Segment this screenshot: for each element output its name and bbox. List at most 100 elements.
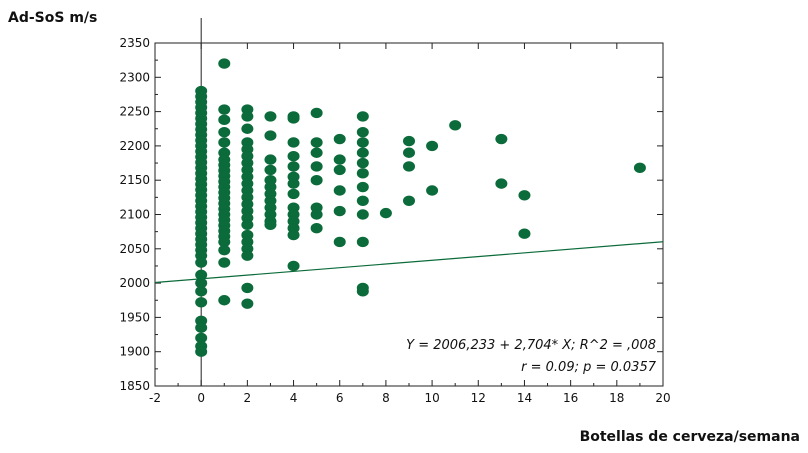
data-point — [195, 346, 208, 357]
x-tick-label: 14 — [517, 391, 532, 405]
y-tick-label: 2150 — [119, 173, 150, 187]
data-point — [287, 161, 300, 172]
y-axis-label: Ad-SoS m/s — [8, 10, 97, 26]
data-point — [333, 164, 346, 176]
y-tick-label: 1850 — [119, 379, 150, 393]
data-point — [379, 207, 392, 219]
x-tick-label: 20 — [655, 391, 670, 405]
data-point — [287, 229, 300, 241]
y-tick-label: 1950 — [119, 310, 150, 324]
data-point — [241, 282, 254, 294]
data-point — [195, 277, 208, 289]
data-point — [287, 260, 300, 272]
data-point — [287, 137, 300, 148]
data-point — [264, 130, 277, 141]
y-tick-label: 1900 — [119, 345, 150, 359]
data-point — [403, 195, 415, 206]
data-points — [195, 58, 646, 357]
data-point — [195, 332, 208, 344]
data-point — [356, 168, 369, 179]
data-point — [518, 190, 531, 201]
x-axis-label: Botellas de cerveza/semana — [580, 429, 800, 445]
data-point — [403, 161, 415, 172]
data-point — [241, 219, 254, 230]
x-tick-label: 6 — [336, 391, 344, 405]
data-point — [356, 147, 369, 158]
data-point — [195, 269, 208, 281]
x-tick-label: -2 — [149, 391, 161, 405]
regression-line — [154, 241, 664, 284]
regression-line-group — [154, 241, 664, 284]
data-point — [241, 111, 254, 122]
data-point — [218, 244, 231, 256]
y-tick-label: 2350 — [119, 36, 150, 50]
data-point — [518, 228, 531, 239]
x-tick-label: 0 — [197, 391, 205, 405]
data-point — [449, 120, 462, 131]
x-tick-label: 4 — [290, 391, 298, 405]
data-point — [264, 111, 277, 122]
data-point — [287, 178, 300, 189]
x-tick-label: 2 — [244, 391, 252, 405]
data-point — [333, 236, 346, 248]
data-point — [403, 135, 415, 147]
y-tick-label: 2000 — [119, 276, 150, 290]
data-point — [333, 185, 346, 196]
data-point — [218, 236, 231, 248]
data-point — [287, 150, 300, 162]
data-point — [241, 250, 254, 261]
data-point — [195, 286, 208, 297]
data-point — [333, 133, 346, 145]
data-point — [310, 161, 323, 172]
data-point — [195, 257, 208, 268]
data-point — [495, 178, 508, 189]
data-point — [356, 181, 369, 193]
y-tick-label: 2100 — [119, 208, 150, 222]
x-tick-label: 16 — [563, 391, 578, 405]
data-point — [195, 297, 208, 308]
y-axis: 1850 1900 1950 2000 2050 2100 2150 2200 2250 2300… — [119, 36, 663, 393]
data-point — [403, 147, 415, 158]
y-tick-label: 2050 — [119, 242, 150, 256]
y-tick-label: 2200 — [119, 139, 150, 153]
data-point — [218, 137, 231, 148]
data-point — [310, 147, 323, 158]
data-point — [356, 236, 369, 248]
data-point — [218, 104, 231, 115]
data-point — [218, 295, 231, 306]
x-tick-label: 18 — [609, 391, 624, 405]
regression-equation: Y = 2006,233 + 2,704* X; R^2 = ,008 — [406, 338, 656, 353]
data-point — [264, 164, 277, 176]
data-point — [356, 209, 369, 220]
correlation-stats: r = 0.09; p = 0.0357 — [521, 360, 657, 375]
data-point — [633, 162, 646, 174]
x-tick-label: 8 — [382, 391, 390, 405]
data-point — [310, 137, 323, 148]
data-point — [356, 111, 369, 122]
data-point — [356, 137, 369, 148]
data-point — [310, 209, 323, 220]
data-point — [356, 157, 369, 169]
data-point — [426, 140, 439, 152]
data-point — [264, 154, 277, 165]
data-point — [356, 286, 369, 297]
y-tick-label: 2250 — [119, 105, 150, 119]
data-point — [264, 219, 277, 230]
data-point — [287, 188, 300, 200]
data-point — [495, 133, 508, 145]
data-point — [310, 223, 323, 234]
plot-frame — [154, 42, 664, 387]
data-point — [218, 114, 231, 126]
data-point — [333, 205, 346, 217]
data-point — [356, 195, 369, 206]
data-point — [310, 175, 323, 186]
data-point — [218, 126, 231, 138]
data-point — [218, 257, 231, 268]
y-tick-label: 2300 — [119, 70, 150, 84]
data-point — [333, 154, 346, 165]
x-axis: -2 0 2 4 6 8 10 12 14 16 18 20 — [149, 43, 671, 405]
data-point — [218, 58, 231, 69]
data-point — [241, 123, 254, 134]
data-point — [195, 322, 208, 333]
